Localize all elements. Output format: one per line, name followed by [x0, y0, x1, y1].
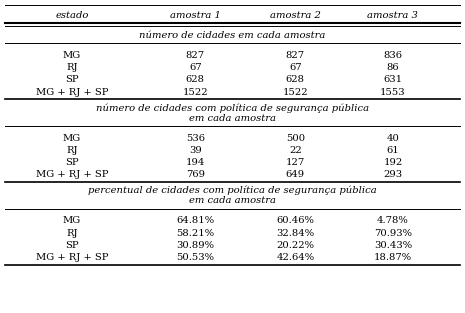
Text: 536: 536	[186, 134, 205, 143]
Text: 628: 628	[286, 75, 305, 85]
Text: 22: 22	[289, 146, 302, 155]
Text: MG + RJ + SP: MG + RJ + SP	[36, 170, 108, 179]
Text: 70.93%: 70.93%	[374, 228, 412, 238]
Text: 827: 827	[286, 51, 305, 60]
Text: 64.81%: 64.81%	[176, 216, 214, 225]
Text: RJ: RJ	[66, 63, 78, 72]
Text: 67: 67	[289, 63, 302, 72]
Text: 194: 194	[186, 158, 205, 167]
Text: MG: MG	[63, 216, 81, 225]
Text: 50.53%: 50.53%	[176, 253, 214, 262]
Text: 4.78%: 4.78%	[377, 216, 409, 225]
Text: SP: SP	[65, 75, 79, 85]
Text: 39: 39	[189, 146, 202, 155]
Text: 631: 631	[383, 75, 403, 85]
Text: amostra 1: amostra 1	[170, 11, 221, 20]
Text: 1522: 1522	[182, 88, 208, 97]
Text: 500: 500	[286, 134, 305, 143]
Text: 127: 127	[286, 158, 305, 167]
Text: amostra 3: amostra 3	[367, 11, 418, 20]
Text: 30.89%: 30.89%	[176, 241, 214, 250]
Text: 628: 628	[186, 75, 205, 85]
Text: 42.64%: 42.64%	[276, 253, 314, 262]
Text: em cada amostra: em cada amostra	[189, 114, 276, 123]
Text: MG: MG	[63, 51, 81, 60]
Text: MG + RJ + SP: MG + RJ + SP	[36, 253, 108, 262]
Text: RJ: RJ	[66, 146, 78, 155]
Text: 293: 293	[383, 170, 403, 179]
Text: 86: 86	[386, 63, 399, 72]
Text: 60.46%: 60.46%	[276, 216, 314, 225]
Text: RJ: RJ	[66, 228, 78, 238]
Text: percentual de cidades com política de segurança pública: percentual de cidades com política de se…	[88, 186, 377, 195]
Text: número de cidades com política de segurança pública: número de cidades com política de segura…	[96, 103, 369, 113]
Text: 1553: 1553	[380, 88, 406, 97]
Text: 58.21%: 58.21%	[176, 228, 214, 238]
Text: número de cidades em cada amostra: número de cidades em cada amostra	[140, 31, 326, 40]
Text: SP: SP	[65, 158, 79, 167]
Text: estado: estado	[55, 11, 89, 20]
Text: 20.22%: 20.22%	[276, 241, 314, 250]
Text: 67: 67	[189, 63, 202, 72]
Text: amostra 2: amostra 2	[270, 11, 321, 20]
Text: 1522: 1522	[282, 88, 308, 97]
Text: 192: 192	[383, 158, 403, 167]
Text: 32.84%: 32.84%	[276, 228, 314, 238]
Text: MG: MG	[63, 134, 81, 143]
Text: 30.43%: 30.43%	[374, 241, 412, 250]
Text: 61: 61	[386, 146, 399, 155]
Text: 649: 649	[286, 170, 305, 179]
Text: 836: 836	[384, 51, 402, 60]
Text: em cada amostra: em cada amostra	[189, 197, 276, 205]
Text: MG + RJ + SP: MG + RJ + SP	[36, 88, 108, 97]
Text: 827: 827	[186, 51, 205, 60]
Text: 18.87%: 18.87%	[374, 253, 412, 262]
Text: SP: SP	[65, 241, 79, 250]
Text: 40: 40	[386, 134, 399, 143]
Text: 769: 769	[186, 170, 205, 179]
